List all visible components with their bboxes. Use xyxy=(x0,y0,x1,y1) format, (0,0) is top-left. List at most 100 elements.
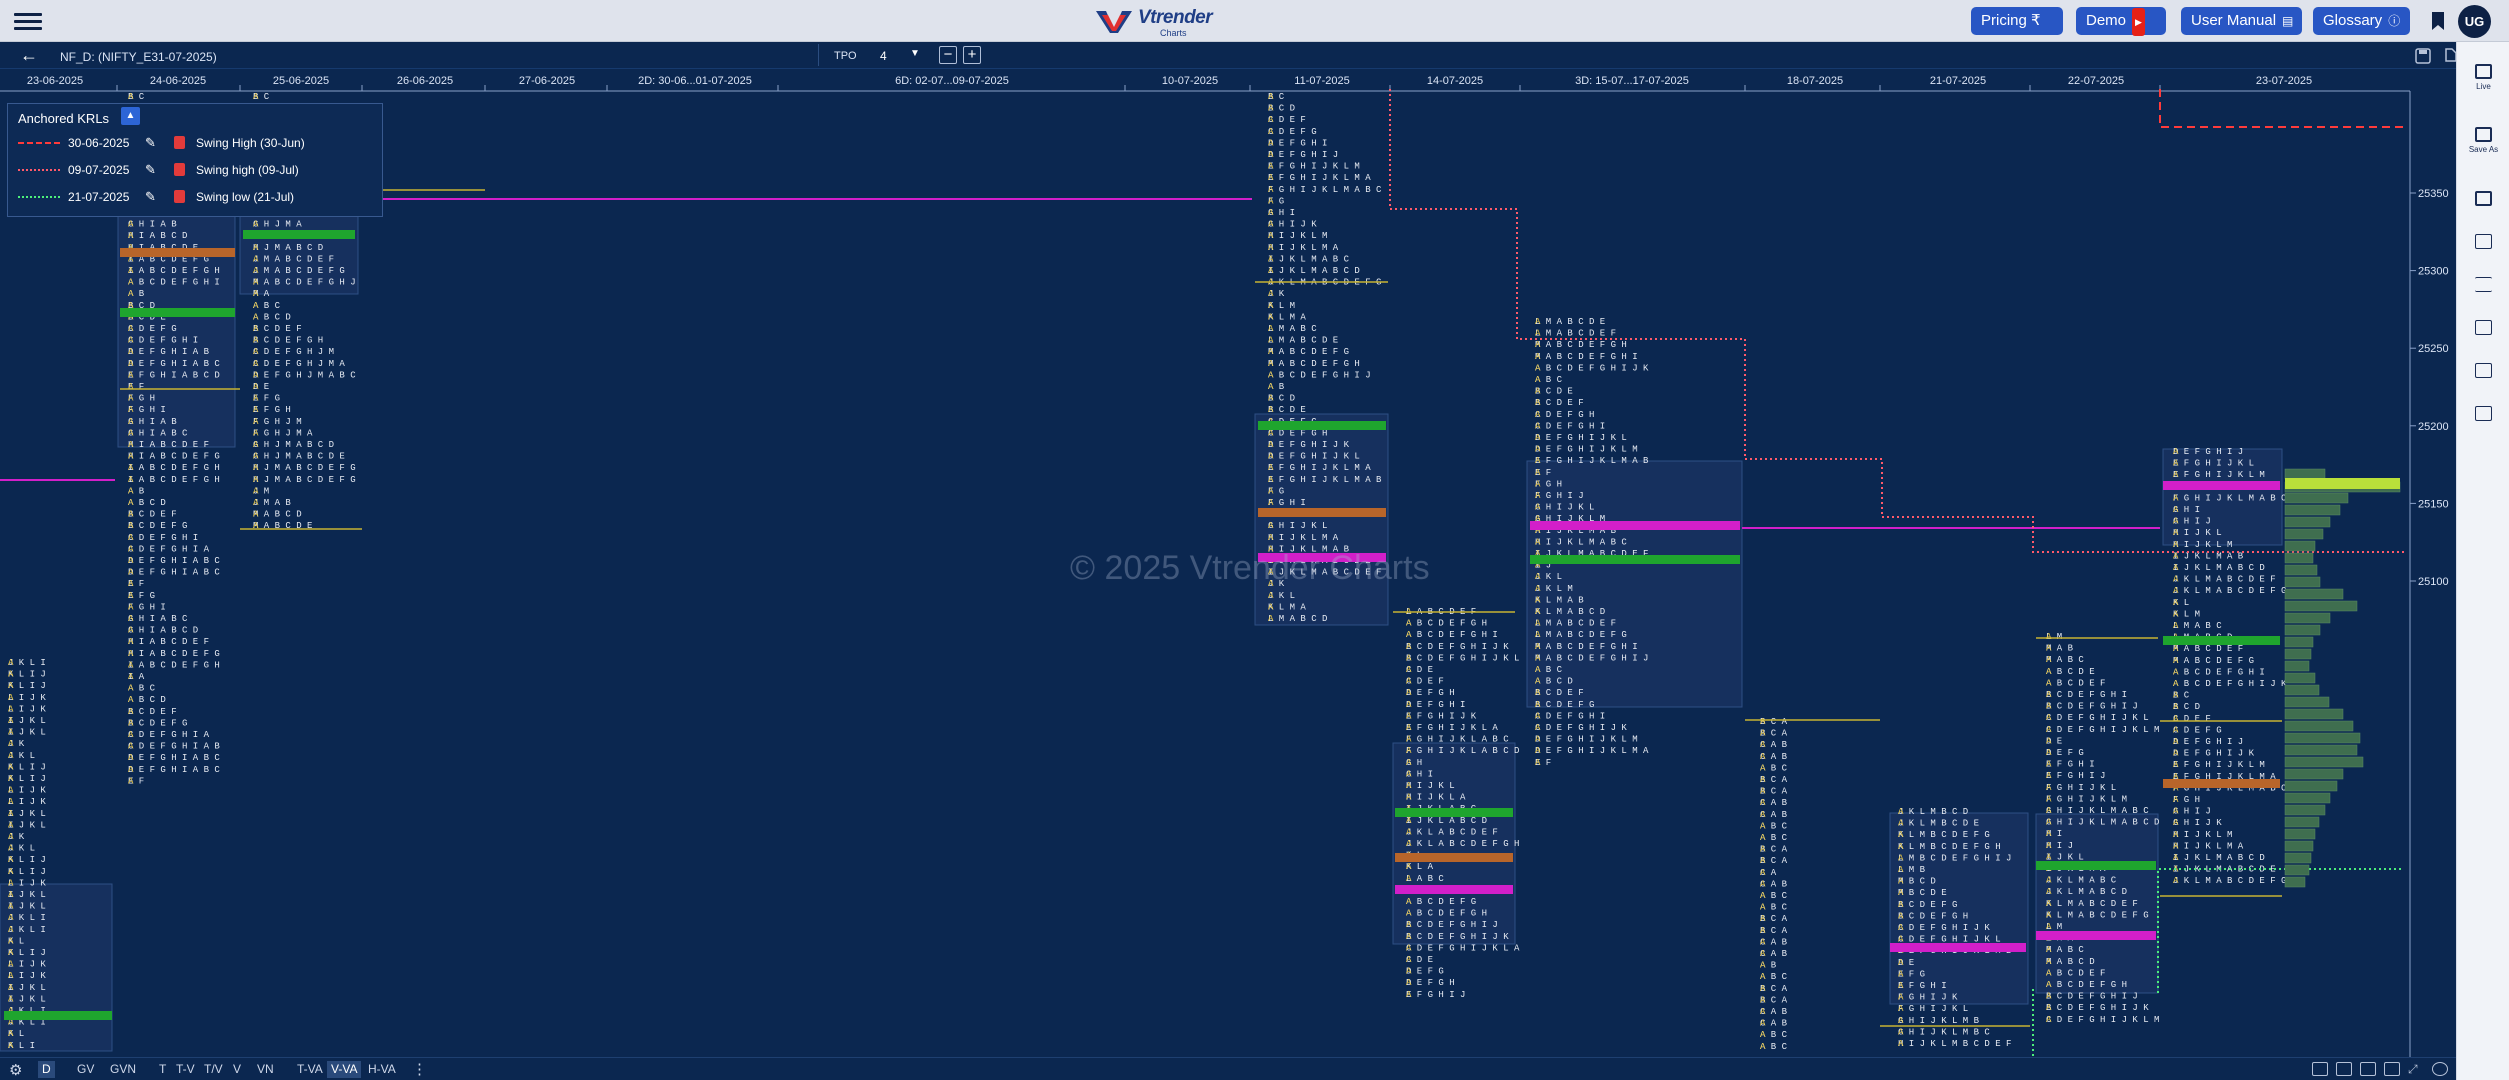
tpo-open-letter: A xyxy=(1268,127,1274,137)
tpo-letters: F G H I J K L M A B C xyxy=(1268,185,1382,195)
sidebar-item-columns[interactable] xyxy=(2457,357,2509,397)
film-icon[interactable] xyxy=(2384,1062,2400,1076)
tpo-increase-button[interactable]: + xyxy=(963,46,981,64)
demo-button[interactable]: Demo ▶ xyxy=(2076,7,2166,36)
tpo-letters: A B C xyxy=(1535,375,1563,385)
collapse-icon[interactable]: ▲ xyxy=(121,107,140,125)
tpo-open-letter: A xyxy=(1760,821,1766,831)
tpo-letters: J K L I xyxy=(8,925,46,935)
tpo-letters: C D E F G H I A B xyxy=(128,742,220,752)
tpo-letters: D E xyxy=(2046,736,2062,746)
gear-icon[interactable]: ⚙ xyxy=(9,1062,23,1079)
tpo-open-letter: A xyxy=(1268,405,1274,415)
tpo-letters: M B C D E xyxy=(1898,888,1947,898)
sidebar-item-layout[interactable] xyxy=(2457,400,2509,440)
tpo-open-letter: A xyxy=(2173,551,2179,561)
tpo-open-letter: A xyxy=(1898,923,1904,933)
tpo-decrease-button[interactable]: − xyxy=(939,46,957,64)
mode-v-button[interactable]: V xyxy=(233,1062,242,1076)
delete-icon[interactable] xyxy=(174,163,185,176)
delete-icon[interactable] xyxy=(174,136,185,149)
tpo-open-letter: A xyxy=(253,521,259,531)
tpo-open-letter: A xyxy=(1535,665,1541,675)
back-arrow-icon[interactable]: ← xyxy=(20,45,38,65)
tpo-size-select[interactable]: 4 xyxy=(880,49,887,63)
menu-icon[interactable] xyxy=(14,10,42,32)
tpo-open-letter: A xyxy=(1406,793,1412,803)
tpo-open-letter: A xyxy=(2046,968,2052,978)
tpo-open-letter: A xyxy=(2173,505,2179,515)
market-profile-chart[interactable]: 23-06-2025 24-06-2025 25-06-2025 26-06-2025… xyxy=(0,69,2456,1057)
close-icon[interactable] xyxy=(2432,1062,2448,1076)
tpo-letters: C D E F G H I A xyxy=(128,730,210,740)
tpo-letters: A B C D E F G xyxy=(1406,897,1476,907)
tpo-open-letter: A xyxy=(1406,978,1412,988)
delete-icon[interactable] xyxy=(174,190,185,203)
chevron-down-icon[interactable]: ▼ xyxy=(910,48,920,59)
more-vertical-icon[interactable]: ⋮ xyxy=(412,1061,427,1078)
volume-bar xyxy=(2284,684,2320,696)
user-manual-button[interactable]: User Manual ▤ xyxy=(2181,7,2302,35)
sidebar-item-lines[interactable] xyxy=(2457,271,2509,311)
edit-icon[interactable]: ✎ xyxy=(145,162,156,177)
tpo-letters: J M A B C D E F xyxy=(253,254,334,264)
tpo-open-letter: A xyxy=(1535,561,1541,571)
bookmark-icon[interactable] xyxy=(2428,10,2448,32)
tpo-letters: E F G H xyxy=(253,405,291,415)
tpo-letters: L I J K xyxy=(8,704,46,714)
tpo-letters: I J K L xyxy=(8,716,46,726)
tpo-letters: B C A xyxy=(1760,995,1788,1005)
tpo-open-letter: A xyxy=(8,820,14,830)
tpo-letters: K L M A B C D E F G xyxy=(2046,910,2149,920)
tpo-chart-canvas[interactable]: 23-06-2025 24-06-2025 25-06-2025 26-06-2025… xyxy=(0,69,2456,1057)
volume-bar xyxy=(2284,540,2316,552)
date-label: 27-06-2025 xyxy=(519,75,575,87)
tpo-open-letter: A xyxy=(8,971,14,981)
mode-d-button[interactable]: D xyxy=(38,1061,55,1078)
tpo-open-letter: A xyxy=(1535,630,1541,640)
glossary-button[interactable]: Glossary ⓘ xyxy=(2313,7,2410,35)
sidebar-item-save-as[interactable]: Save As xyxy=(2457,121,2509,161)
tpo-open-letter: A xyxy=(128,231,134,241)
mode-t-button[interactable]: T xyxy=(159,1062,167,1076)
line-chart-icon[interactable] xyxy=(2336,1062,2352,1076)
tpo-letters: L A B C xyxy=(1406,874,1444,884)
volume-bar xyxy=(2284,468,2326,480)
tpo-letters: H I J K L M A xyxy=(1268,243,1339,253)
tpo-letters: F G H J M xyxy=(253,417,302,427)
tpo-open-letter: A xyxy=(1406,677,1412,687)
mode-t-v-button[interactable]: T-V xyxy=(176,1062,195,1076)
tpo-letters: C A xyxy=(1760,868,1777,878)
mode-gv-button[interactable]: GV xyxy=(77,1062,95,1076)
tpo-open-letter: A xyxy=(128,475,134,485)
volume-bar xyxy=(2284,588,2344,600)
tpo-letters: H I xyxy=(2046,829,2062,839)
mode-v-va-button[interactable]: V-VA xyxy=(327,1061,362,1078)
tpo-letters: K L xyxy=(8,1029,24,1039)
tpo-letters: F G H I J K L A B C xyxy=(1406,735,1509,745)
tpo-open-letter: A xyxy=(253,417,259,427)
sidebar-item-square[interactable] xyxy=(2457,185,2509,225)
edit-icon[interactable]: ✎ xyxy=(145,135,156,150)
volume-bar xyxy=(2284,636,2314,648)
vtrender-logo[interactable]: Vtrender Charts xyxy=(1094,5,1214,38)
sidebar-item-list[interactable] xyxy=(2457,228,2509,268)
sidebar-item-grid[interactable] xyxy=(2457,314,2509,354)
pricing-button[interactable]: Pricing ₹ xyxy=(1971,7,2063,35)
table-icon[interactable] xyxy=(2312,1062,2328,1076)
mode-vn-button[interactable]: VN xyxy=(257,1062,274,1076)
edit-icon[interactable]: ✎ xyxy=(145,189,156,204)
mode-t-slash-v-button[interactable]: T/V xyxy=(204,1062,223,1076)
tpo-open-letter: A xyxy=(8,797,14,807)
sidebar-item-live[interactable]: Live xyxy=(2457,58,2509,98)
mode-gvn-button[interactable]: GVN xyxy=(110,1062,137,1076)
mode-t-va-button[interactable]: T-VA xyxy=(297,1062,323,1076)
fullscreen-icon[interactable]: ⤢ xyxy=(2408,1062,2418,1076)
mode-h-va-button[interactable]: H-VA xyxy=(368,1062,396,1076)
avatar[interactable]: UG xyxy=(2458,5,2491,38)
tpo-open-letter: A xyxy=(1535,433,1541,443)
tpo-open-letter: A xyxy=(1406,665,1412,675)
save-icon[interactable] xyxy=(2414,47,2432,65)
tpo-open-letter: A xyxy=(8,1018,14,1028)
screenshot-icon[interactable] xyxy=(2360,1062,2376,1076)
